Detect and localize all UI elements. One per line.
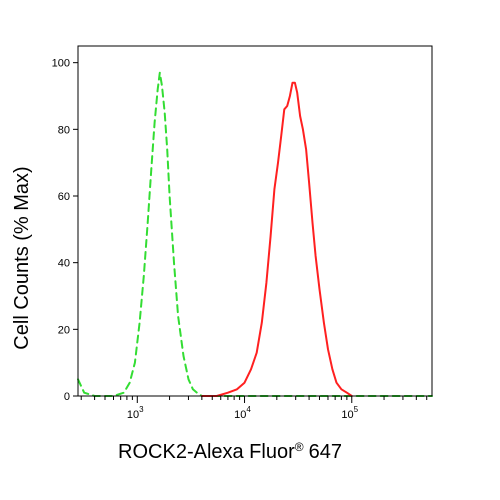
- y-tick-label: 60: [58, 191, 70, 203]
- series-line-2: [200, 81, 353, 397]
- series-layer: [77, 71, 433, 397]
- y-tick-label: 80: [58, 124, 70, 136]
- axes-layer: [77, 45, 433, 397]
- x-axis-label-main: ROCK2-Alexa Fluor: [118, 441, 295, 463]
- y-tick-label: 100: [52, 58, 70, 70]
- plot-frame: [77, 45, 433, 397]
- series-line-1: [77, 71, 433, 397]
- x-ticks: 103 104 105: [80, 396, 428, 421]
- x-axis-label-suffix: 647: [309, 441, 342, 463]
- x-tick-label: 103: [127, 405, 144, 421]
- y-tick-label: 20: [58, 324, 70, 336]
- y-ticks: 0 20 40 60 80 100: [52, 58, 78, 403]
- y-tick-label: 40: [58, 258, 70, 270]
- y-tick-label: 0: [64, 391, 70, 403]
- x-tick-label: 105: [341, 405, 358, 421]
- x-axis-label: ROCK2-Alexa Fluor® 647: [118, 440, 342, 463]
- x-axis-label-registered: ®: [295, 440, 304, 454]
- x-tick-label: 104: [234, 405, 251, 421]
- y-axis-label: Cell Counts (% Max): [11, 166, 33, 349]
